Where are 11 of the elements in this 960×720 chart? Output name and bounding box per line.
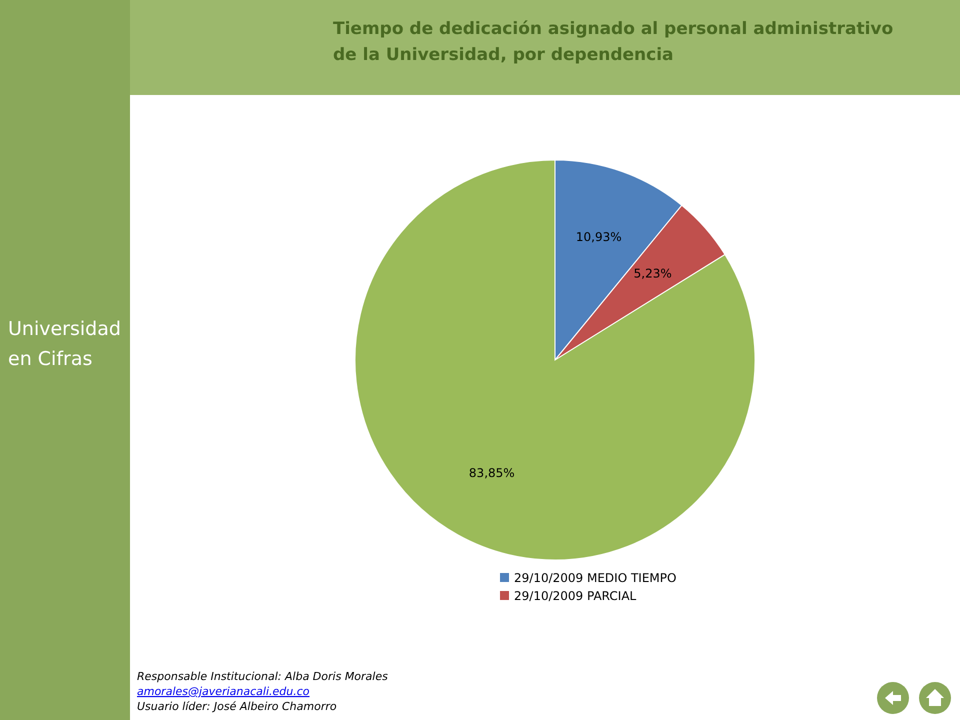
text: Universidad en Cifras bbox=[8, 318, 121, 370]
chart-title: Tiempo de dedicación asignado al personal administrativo de la Universidad, por dependencia bbox=[333, 19, 894, 65]
text: amorales@javerianacali.edu.co bbox=[137, 685, 310, 698]
data-label: 83,85% bbox=[468, 466, 515, 480]
text: Responsable Institucional: Alba Doris Morales bbox=[137, 670, 388, 683]
data-label: 5,23% bbox=[634, 266, 672, 281]
pie-slice bbox=[354, 160, 756, 560]
text: Usuario líder: José Albeiro Chamorro bbox=[137, 700, 337, 713]
legend-label: 29/10/2009 MEDIO TIEMPO bbox=[514, 571, 676, 585]
data-label: 10,93% bbox=[576, 230, 622, 244]
legend-label: 29/10/2009 PARCIAL bbox=[514, 589, 637, 603]
